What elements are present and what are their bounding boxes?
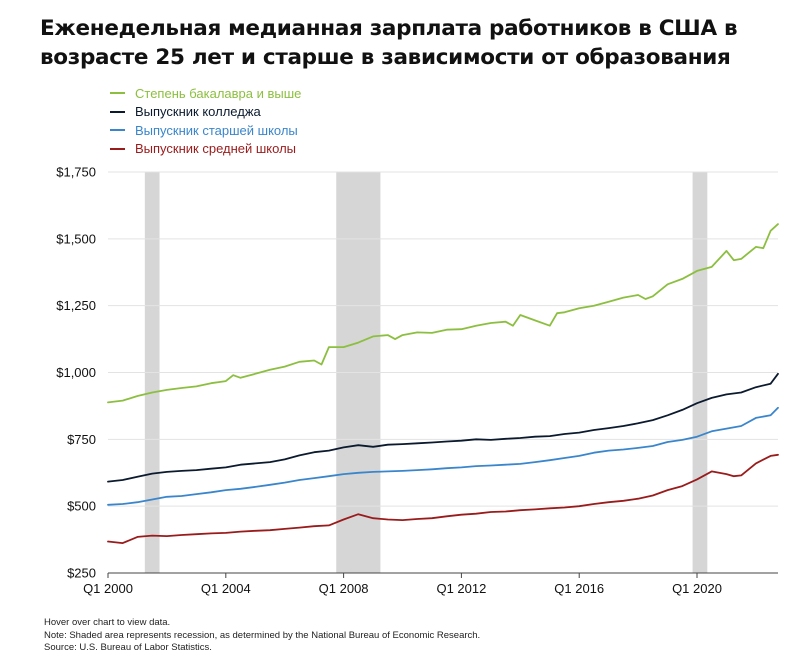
series-line-college[interactable] <box>107 372 779 483</box>
legend-swatch-bachelors <box>110 92 125 95</box>
series-line-bachelors[interactable] <box>107 223 779 404</box>
legend-item-college[interactable]: Выпускник колледжа <box>110 103 301 122</box>
y-tick-label: $1,500 <box>56 231 96 246</box>
x-tick-label: Q1 2004 <box>201 581 251 596</box>
legend-item-high-school[interactable]: Выпускник старшей школы <box>110 121 301 140</box>
y-tick-label: $750 <box>67 432 96 447</box>
legend-swatch-college <box>110 110 125 113</box>
source-note: Source: U.S. Bureau of Labor Statistics. <box>44 642 212 653</box>
legend: Степень бакалавра и выше Выпускник колле… <box>110 84 301 158</box>
footnotes: Hover over chart to view data. Note: Sha… <box>44 617 480 655</box>
chart-title-line-1: Еженедельная медианная зарплата работник… <box>40 16 738 41</box>
chart-title: Еженедельная медианная зарплата работник… <box>40 14 780 72</box>
legend-label-college: Выпускник колледжа <box>135 104 261 120</box>
series-lines[interactable] <box>107 223 779 544</box>
legend-label-middle-school: Выпускник средней школы <box>135 141 297 157</box>
y-tick-label: $1,750 <box>56 165 96 180</box>
gridlines <box>108 171 778 574</box>
legend-item-middle-school[interactable]: Выпускник средней школы <box>110 140 301 159</box>
legend-label-bachelors: Степень бакалавра и выше <box>135 85 302 101</box>
x-tick-label: Q1 2008 <box>319 581 369 596</box>
recession-note: Note: Shaded area represents recession, … <box>44 629 481 641</box>
x-tick-label: Q1 2000 <box>83 581 133 596</box>
x-tick-label: Q1 2012 <box>436 581 486 596</box>
series-line-high-school[interactable] <box>107 406 779 506</box>
x-tick-label: Q1 2020 <box>672 581 722 596</box>
hover-hint: Hover over chart to view data. <box>44 617 171 628</box>
series-line-middle-school[interactable] <box>107 453 779 544</box>
chart-title-line-2: возрасте 25 лет и старше в зависимости о… <box>40 45 731 70</box>
axes: $250 $500 $750 $1,000 $1,250 $1,500 $1,750 Q1 2… <box>56 165 722 597</box>
legend-swatch-high-school <box>110 129 125 132</box>
legend-swatch-middle-school <box>110 147 125 150</box>
y-tick-label: $500 <box>67 499 96 514</box>
legend-item-bachelors[interactable]: Степень бакалавра и выше <box>110 84 301 103</box>
y-tick-label: $1,250 <box>56 298 96 313</box>
y-tick-label: $1,000 <box>56 365 96 380</box>
y-tick-label: $250 <box>67 566 96 581</box>
legend-label-high-school: Выпускник старшей школы <box>135 122 298 138</box>
x-tick-label: Q1 2016 <box>554 581 604 596</box>
